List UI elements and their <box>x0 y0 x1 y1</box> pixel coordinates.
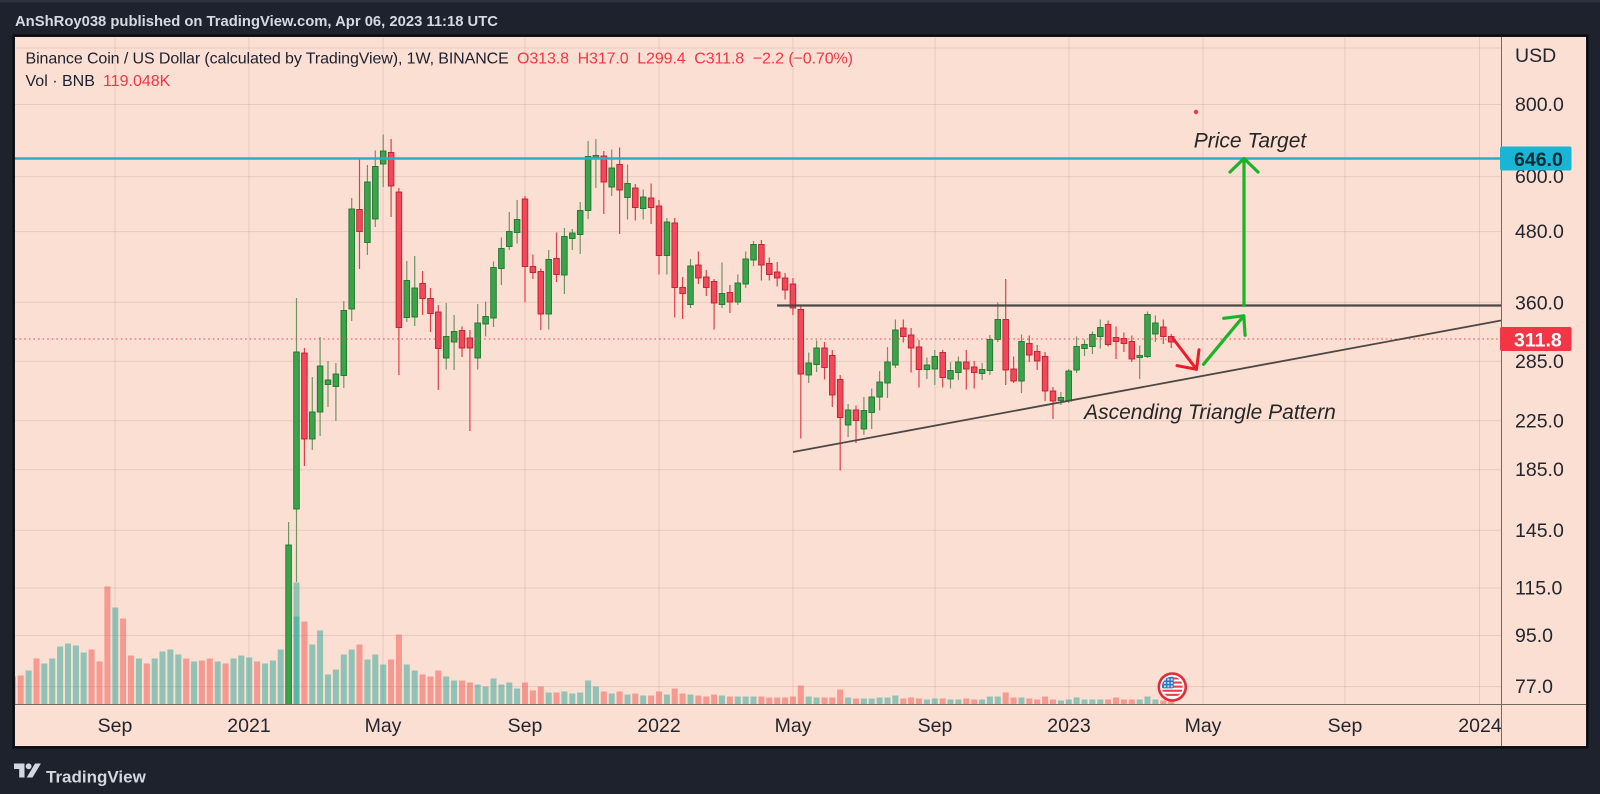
svg-text:800.0: 800.0 <box>1515 94 1564 116</box>
svg-text:May: May <box>1185 715 1222 737</box>
svg-text:USD: USD <box>1515 45 1556 67</box>
svg-text:360.0: 360.0 <box>1515 292 1564 314</box>
svg-text:O313.8 H317.0 L299.4 C311.8: O313.8 H317.0 L299.4 C311.8 −2.2 (−0.70%… <box>517 51 853 68</box>
svg-text:285.0: 285.0 <box>1515 351 1564 373</box>
svg-text:Sep: Sep <box>98 715 133 737</box>
svg-text:311.8: 311.8 <box>1514 330 1562 352</box>
svg-text:185.0: 185.0 <box>1515 459 1564 481</box>
svg-text:119.048K: 119.048K <box>103 73 171 90</box>
svg-text:May: May <box>775 715 812 737</box>
svg-text:480.0: 480.0 <box>1515 221 1564 243</box>
svg-text:Price Target: Price Target <box>1194 130 1308 153</box>
svg-text:646.0: 646.0 <box>1514 149 1563 171</box>
svg-text:Binance Coin / US Dollar (calc: Binance Coin / US Dollar (calculated by … <box>26 51 509 68</box>
svg-text:Sep: Sep <box>508 715 543 737</box>
svg-text:Sep: Sep <box>918 715 953 737</box>
svg-text:Ascending Triangle Pattern: Ascending Triangle Pattern <box>1082 401 1336 424</box>
svg-text:Sep: Sep <box>1328 715 1363 737</box>
svg-text:600.0: 600.0 <box>1515 166 1564 188</box>
svg-text:May: May <box>365 715 402 737</box>
svg-text:225.0: 225.0 <box>1515 410 1564 432</box>
svg-text:2022: 2022 <box>637 715 680 737</box>
svg-text:95.0: 95.0 <box>1515 625 1553 647</box>
svg-text:Vol · BNB: Vol · BNB <box>26 73 95 90</box>
svg-text:2024: 2024 <box>1458 715 1502 737</box>
svg-text:AnShRoy038 published on Tradin: AnShRoy038 published on TradingView.com,… <box>15 14 498 30</box>
svg-text:115.0: 115.0 <box>1515 578 1563 600</box>
svg-text:2023: 2023 <box>1047 715 1090 737</box>
svg-text:77.0: 77.0 <box>1515 676 1553 698</box>
svg-text:TradingView: TradingView <box>46 768 147 787</box>
svg-text:145.0: 145.0 <box>1515 520 1564 542</box>
svg-text:2021: 2021 <box>227 715 270 737</box>
